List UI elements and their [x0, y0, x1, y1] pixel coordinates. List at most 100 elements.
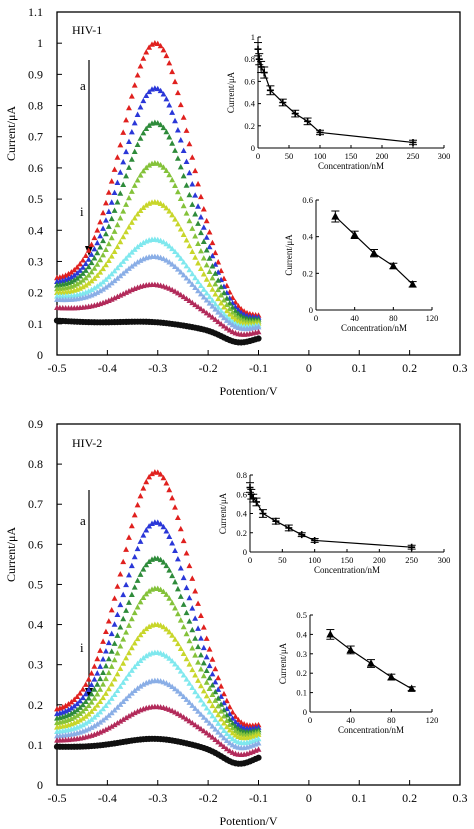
inset-x-tick-label: 80 — [389, 313, 398, 323]
data-point — [117, 571, 124, 577]
data-point — [189, 270, 196, 277]
data-point — [94, 239, 101, 246]
inset-x-tick-label: 100 — [308, 555, 321, 565]
data-point — [221, 289, 227, 296]
data-point — [88, 699, 95, 705]
inset-y-tick-label: 0.8 — [236, 470, 247, 480]
data-point — [77, 279, 83, 285]
inset-data-point — [350, 230, 359, 238]
data-point — [111, 676, 118, 682]
data-point — [131, 261, 138, 267]
data-point — [105, 282, 112, 288]
data-point — [255, 735, 262, 742]
data-point — [134, 685, 141, 691]
data-point — [102, 246, 109, 253]
data-point — [160, 588, 167, 595]
data-point — [65, 701, 72, 707]
inset-y-tick-label: 0.2 — [296, 668, 307, 678]
y-axis-label: Current/μA — [4, 106, 18, 161]
data-point — [117, 643, 124, 649]
data-point — [128, 93, 135, 99]
data-point — [169, 140, 176, 146]
data-point — [146, 588, 153, 594]
data-point — [200, 727, 207, 734]
data-point — [163, 128, 170, 135]
data-point — [117, 701, 124, 707]
data-point — [183, 550, 190, 556]
data-point — [143, 92, 150, 99]
data-point — [166, 243, 173, 249]
data-point — [97, 708, 104, 715]
data-point — [195, 203, 201, 209]
data-point — [146, 88, 153, 95]
data-point — [128, 249, 135, 255]
data-point — [100, 251, 107, 258]
data-point — [123, 172, 130, 179]
data-point — [137, 257, 144, 263]
data-point — [226, 727, 233, 733]
data-point — [223, 307, 230, 314]
y-tick-label: 0.5 — [28, 577, 43, 591]
data-point — [215, 686, 222, 692]
y-tick-label: 0.3 — [28, 658, 43, 672]
data-point — [195, 180, 201, 187]
data-point — [209, 691, 216, 698]
data-point — [134, 111, 141, 117]
data-point — [77, 285, 83, 291]
data-point — [88, 277, 95, 284]
data-point — [131, 709, 138, 716]
data-point — [114, 611, 121, 617]
data-point — [203, 653, 210, 660]
data-point — [221, 734, 227, 741]
data-point — [74, 712, 81, 718]
data-point — [192, 652, 199, 658]
data-point — [123, 201, 130, 207]
data-point — [197, 682, 204, 689]
data-point — [108, 215, 115, 222]
inset-data-point — [252, 498, 260, 506]
data-point — [65, 706, 72, 713]
series-end-label: i — [80, 204, 84, 219]
data-point — [114, 275, 121, 281]
inset-fit-line — [249, 487, 412, 548]
data-point — [128, 591, 135, 598]
y-tick-label: 0.8 — [28, 99, 43, 113]
data-point — [186, 661, 193, 667]
y-tick-label: 0.1 — [28, 317, 43, 331]
data-point — [226, 327, 233, 333]
data-point — [215, 304, 222, 310]
data-point — [166, 533, 173, 539]
data-point — [169, 245, 176, 252]
data-point — [197, 247, 204, 254]
data-point — [108, 270, 115, 277]
data-point — [105, 257, 112, 264]
data-point — [212, 716, 219, 723]
data-point — [189, 154, 196, 160]
data-point — [134, 177, 141, 183]
data-point — [82, 260, 89, 267]
data-point — [255, 740, 262, 746]
data-point — [120, 636, 127, 642]
data-point — [114, 632, 121, 638]
data-point — [94, 702, 101, 708]
data-point — [195, 287, 201, 294]
data-point — [114, 650, 121, 656]
data-point — [255, 323, 262, 330]
data-point — [238, 312, 245, 319]
data-point — [105, 223, 112, 229]
data-point — [100, 225, 107, 231]
inset-x-tick-label: 250 — [407, 151, 420, 161]
data-point — [215, 729, 222, 735]
data-point — [102, 714, 109, 721]
data-point — [157, 87, 164, 94]
data-point — [192, 254, 199, 260]
data-point — [97, 698, 104, 705]
data-point — [71, 282, 78, 288]
data-point — [102, 261, 109, 268]
data-point — [166, 567, 173, 573]
inset-x-tick-label: 50 — [285, 151, 294, 161]
data-point — [203, 729, 210, 736]
data-point — [203, 667, 210, 674]
data-point — [177, 668, 184, 674]
dpv-series-a — [54, 40, 262, 318]
